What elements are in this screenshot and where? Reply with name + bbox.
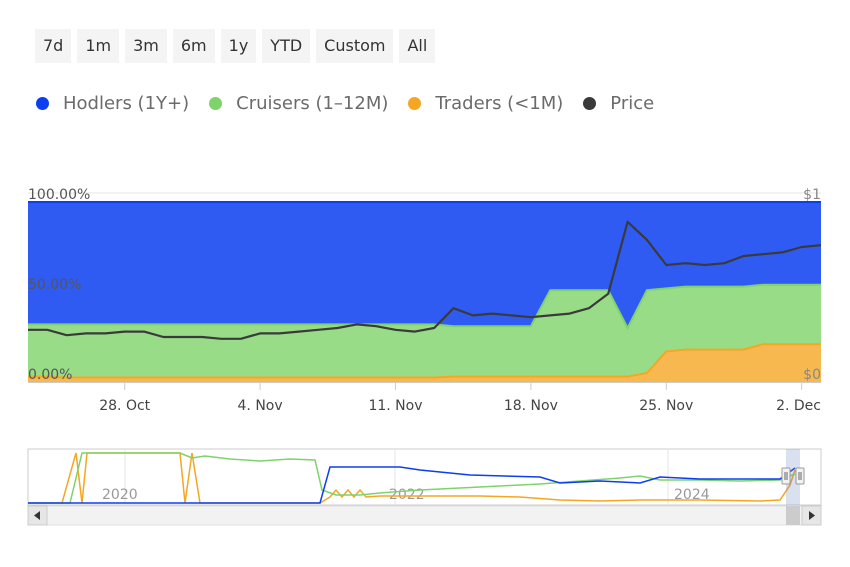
navigator-cruisers-line [28,452,796,504]
scrollbar-thumb[interactable] [786,506,800,525]
legend-label: Traders (<1M) [435,93,564,114]
range-button-7d[interactable]: 7d [35,29,72,63]
range-button-ytd[interactable]: YTD [262,29,311,63]
legend-label: Price [610,93,655,114]
range-button-custom[interactable]: Custom [316,29,394,63]
y2-tick-label: $0 [803,367,821,383]
legend-label: Hodlers (1Y+) [63,93,190,114]
x-tick-label: 11. Nov [368,398,422,414]
legend-label: Cruisers (1–12M) [236,93,389,114]
area-cruisers [28,284,821,378]
x-tick-label: 4. Nov [238,398,283,414]
y-tick-label: 100.00% [28,187,90,203]
navigator-handle[interactable] [795,467,805,485]
legend-item[interactable]: Hodlers (1Y+) [36,93,189,114]
circle-icon [36,97,49,110]
x-tick-label: 18. Nov [504,398,558,414]
navigator-selection[interactable] [786,449,800,505]
arrow-right-icon [809,511,815,520]
range-button-all[interactable]: All [399,29,436,63]
circle-icon [583,97,597,110]
area-hodlers [28,202,821,328]
legend: Hodlers (1Y+) Cruisers (1–12M) Traders (<1… [36,93,654,114]
y2-tick-label: $1 [803,187,821,203]
range-selector: 7d 1m 3m 6m 1y YTD Custom All [35,29,436,63]
x-tick-label: 2. Dec [776,398,821,414]
y-tick-label: 50.00% [28,277,81,293]
y-tick-label: 0.00% [28,367,72,383]
range-button-1y[interactable]: 1y [220,29,257,63]
x-tick-label: 28. Oct [99,398,150,414]
main-plot: IntoTheBlock0.00%50.00%100.00%$0$128. Oc… [28,187,822,414]
navigator[interactable]: 2020 2022 2024 [27,448,822,526]
x-tick-label: 25. Nov [639,398,693,414]
area-edge [28,343,821,379]
range-button-6m[interactable]: 6m [172,29,215,63]
price-line [28,220,822,340]
arrow-left-icon [34,511,40,520]
handle-grip-icon [795,467,805,485]
circle-icon [209,97,223,110]
handle-grip-icon [781,467,791,485]
range-button-3m[interactable]: 3m [125,29,167,63]
legend-item[interactable]: Price [583,93,654,114]
navigator-label: 2024 [674,487,710,503]
range-button-1m[interactable]: 1m [77,29,120,63]
legend-item[interactable]: Traders (<1M) [408,93,563,114]
circle-icon [408,97,422,110]
area-edge [28,283,821,331]
navigator-handle[interactable] [781,467,791,485]
navigator-hodlers-line [28,466,796,504]
legend-item[interactable]: Cruisers (1–12M) [209,93,388,114]
scrollbar-track[interactable] [27,505,822,526]
navigator-label: 2020 [102,487,138,503]
